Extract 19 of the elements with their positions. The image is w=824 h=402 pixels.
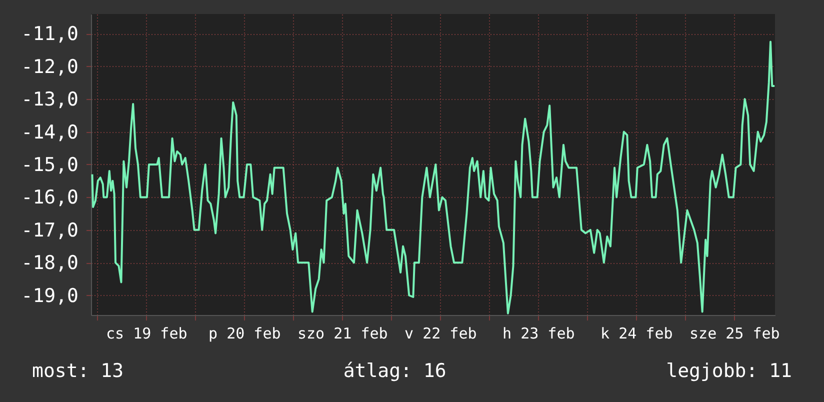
x-tick-label: cs 19 feb	[106, 324, 188, 342]
y-tick-label: -13,0	[21, 88, 78, 111]
x-tick-label: h 23 feb	[502, 324, 575, 342]
y-tick-label: -14,0	[21, 121, 78, 144]
x-tick-label: k 24 feb	[600, 324, 673, 342]
text: legjobb: 11	[666, 360, 792, 382]
x-tick-label: sze 25 feb	[690, 324, 780, 342]
text: átlag: 16	[343, 360, 446, 382]
y-tick-label: -18,0	[21, 252, 78, 274]
x-tick-label: v 22 feb	[404, 324, 477, 342]
x-tick-label: szo 21 feb	[297, 324, 388, 342]
y-tick-label: -12,0	[21, 56, 78, 78]
y-tick-label: -17,0	[21, 219, 78, 242]
y-tick-label: -19,0	[21, 284, 78, 307]
y-tick-label: -11,0	[21, 23, 78, 46]
x-tick-label: p 20 feb	[208, 324, 281, 342]
text: most: 13	[32, 360, 124, 382]
y-tick-label: -16,0	[21, 186, 78, 209]
y-tick-label: -15,0	[21, 154, 78, 176]
